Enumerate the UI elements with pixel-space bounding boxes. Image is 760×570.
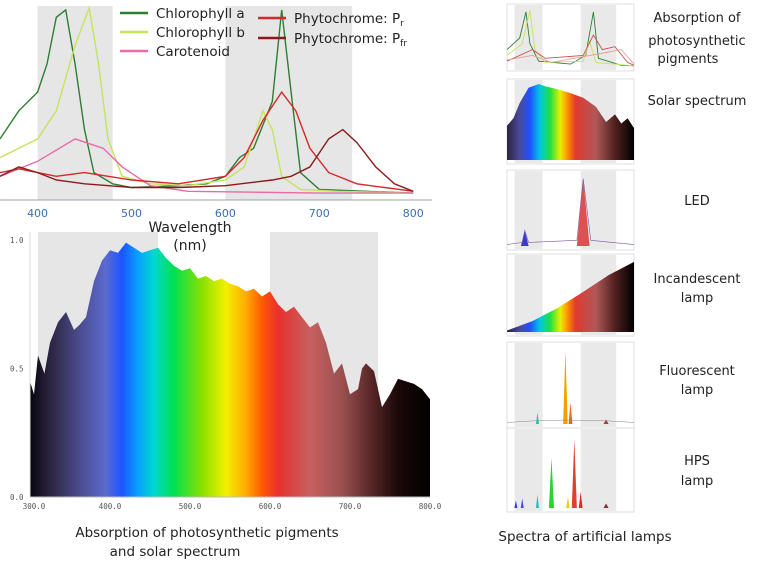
legend-label: Phytochrome: Pr <box>294 11 404 29</box>
right-caption: Spectra of artificial lamps <box>498 529 671 545</box>
panel-label: Incandescent <box>654 272 741 287</box>
panel-curve <box>506 419 635 423</box>
panel-emission-peak <box>520 498 524 508</box>
panel-label: pigments <box>658 52 719 67</box>
pigment-x-tick: 600 <box>215 207 236 220</box>
panel-emission-peak <box>535 494 540 508</box>
panel-highlight-band <box>514 343 543 427</box>
legend-label: Chlorophyll a <box>156 6 245 22</box>
panel-emission-peak <box>571 439 577 508</box>
panel-highlight-band <box>514 171 543 249</box>
panel-label: lamp <box>681 474 714 489</box>
pigment-x-tick: 400 <box>27 207 48 220</box>
solar-x-tick: 400.0 <box>99 502 122 511</box>
legend-label: Phytochrome: Pfr <box>294 31 407 49</box>
panel-spectrum-area <box>507 84 634 160</box>
x-axis-label-line2: (nm) <box>173 238 206 254</box>
pigment-x-tick: 800 <box>403 207 424 220</box>
panel-label: lamp <box>681 383 714 398</box>
panel-highlight-band <box>580 343 617 427</box>
panel-emission-peak <box>578 491 583 508</box>
left-caption-line2: and solar spectrum <box>110 544 241 560</box>
series-line-phytochrome-pfr <box>0 128 414 192</box>
panel-curve <box>506 49 635 65</box>
panel-label: Solar spectrum <box>648 94 747 109</box>
solar-y-tick: 1.0 <box>10 236 24 245</box>
solar-x-tick: 500.0 <box>179 502 202 511</box>
panel-hps: HPS lamp <box>506 427 714 513</box>
solar-x-tick: 600.0 <box>259 502 282 511</box>
series-line-chlorophyll-b <box>0 5 414 194</box>
panel-incandescent: Incandescent lamp <box>506 253 741 337</box>
solar-x-tick: 800.0 <box>419 502 442 511</box>
solar-y-tick: 0.0 <box>10 493 24 502</box>
solar-y-tick: 0.5 <box>10 365 24 374</box>
panel-highlight-band <box>580 429 617 511</box>
panel-label: HPS <box>684 454 710 469</box>
solar-spectrum-chart: 300.0 400.0 500.0 600.0 700.0 800.0 1.0 0.5 0.0 <box>10 232 442 511</box>
panel-emission-peak <box>520 230 529 246</box>
panel-spectrum-area <box>507 261 634 332</box>
pigment-legend: Chlorophyll a Chlorophyll b Carotenoid Phyt… <box>120 6 407 60</box>
lamp-spectra-panels: Absorption of photosynthetic pigments Solar… <box>506 3 747 513</box>
panel-solar: Solar spectrum <box>506 78 747 165</box>
solar-spectrum-area <box>30 242 430 497</box>
panel-fluorescent: Fluorescent lamp <box>506 341 735 429</box>
panel-emission-peak <box>563 350 568 424</box>
panel-label: Fluorescent <box>659 364 735 379</box>
series-line-phytochrome-pr <box>0 90 414 192</box>
panel-emission-peak <box>535 412 540 424</box>
legend-label: Carotenoid <box>156 44 230 60</box>
panel-emission-peak <box>576 178 590 246</box>
series-line-carotenoid <box>0 138 414 194</box>
legend-label: Chlorophyll b <box>156 25 245 41</box>
left-caption-line1: Absorption of photosynthetic pigments <box>75 525 338 541</box>
panel-pigments: Absorption of photosynthetic pigments <box>506 3 746 72</box>
panel-emission-peak <box>548 457 554 508</box>
pigment-x-tick: 700 <box>309 207 330 220</box>
panel-curve <box>506 10 635 67</box>
pigment-highlight-band <box>225 6 353 200</box>
pigment-absorption-chart: 400 500 600 700 800 Chlorophyll aChlorophyll… <box>0 5 432 254</box>
pigment-highlight-band <box>37 6 113 200</box>
panel-label: photosynthetic <box>648 34 745 49</box>
panel-curve <box>506 11 635 67</box>
solar-x-tick: 300.0 <box>23 502 46 511</box>
panel-label: LED <box>684 194 709 209</box>
panel-highlight-band <box>514 429 543 511</box>
panel-label: Absorption of <box>653 11 740 26</box>
panel-emission-peak <box>566 496 570 508</box>
panel-label: lamp <box>681 291 714 306</box>
panel-led: LED <box>506 169 710 251</box>
panel-emission-peak <box>603 419 609 424</box>
x-axis-label-line1: Wavelength <box>148 220 231 236</box>
panel-emission-peak <box>514 500 518 508</box>
panel-curve <box>506 34 635 66</box>
panel-emission-peak <box>603 503 609 508</box>
panel-highlight-band <box>580 5 617 70</box>
panel-curve <box>506 178 635 245</box>
solar-x-tick: 700.0 <box>339 502 362 511</box>
pigment-x-tick: 500 <box>121 207 142 220</box>
panel-emission-peak <box>568 402 573 424</box>
